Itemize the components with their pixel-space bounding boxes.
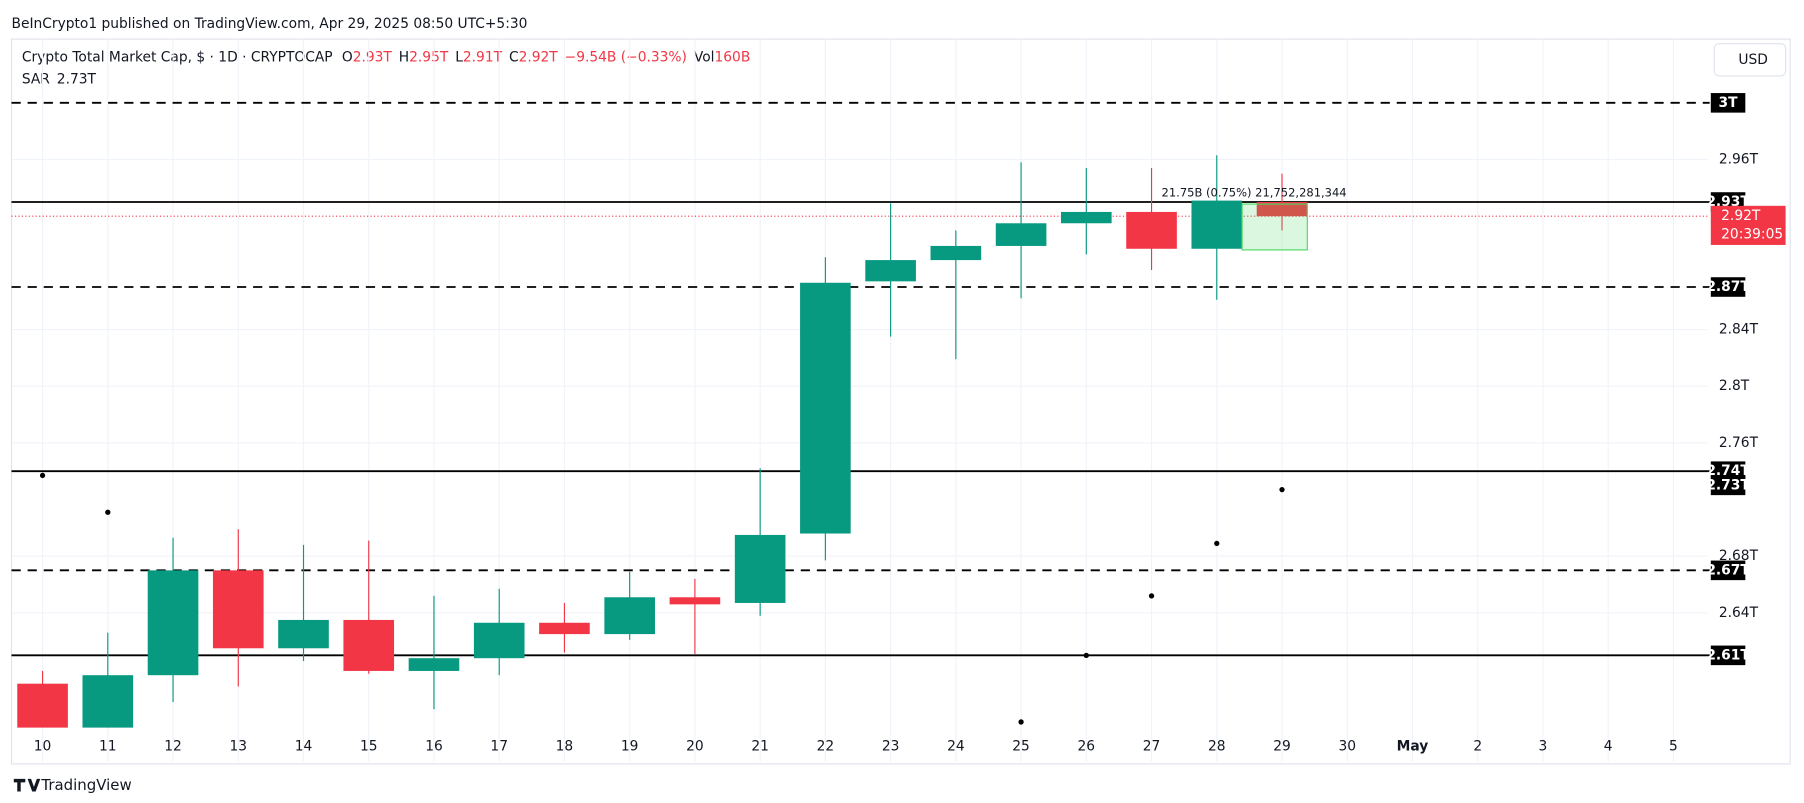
candle-body [147, 570, 199, 676]
measure-box [1241, 203, 1308, 251]
x-tick-label: 3 [1539, 739, 1548, 755]
x-tick-label: 23 [882, 739, 900, 755]
currency-button[interactable] [1713, 43, 1787, 77]
candle-body [17, 683, 68, 728]
candle-body [408, 658, 460, 671]
y-tick-label: 2.64T [1719, 605, 1759, 621]
indicator-value: 2.73T [57, 71, 97, 87]
sar-label-box [1710, 475, 1746, 496]
brand-logo [13, 778, 41, 792]
candle-body [995, 223, 1047, 246]
sar-dot [1148, 593, 1155, 599]
brand: TradingView [40, 776, 131, 794]
ohlc-key: L [455, 49, 463, 65]
y-tick-label: 2.68T [1719, 548, 1759, 564]
last-price-box [1710, 205, 1786, 245]
level-label: 3T [1719, 95, 1739, 111]
x-tick-label: 5 [1669, 739, 1678, 755]
volume-key: Vol [694, 49, 715, 65]
x-tick-label: 29 [1273, 739, 1291, 755]
volume: 160B [715, 49, 751, 65]
x-tick-label: 10 [34, 739, 52, 755]
candle-body [539, 622, 590, 635]
x-tick-label: 28 [1208, 739, 1226, 755]
x-tick-label: 20 [686, 739, 704, 755]
x-tick-label: 4 [1604, 739, 1613, 755]
x-tick-label: 26 [1078, 739, 1096, 755]
x-tick-label: 25 [1012, 739, 1030, 755]
candle-body [278, 619, 329, 649]
candle-body [1061, 211, 1112, 224]
y-tick-label: 2.84T [1719, 322, 1759, 338]
indicator-name: SAR [22, 71, 50, 87]
candle-body [669, 597, 721, 605]
candle-body [1256, 202, 1308, 217]
last-price-label: 2.92T [1721, 208, 1761, 224]
ohlc-key: O [342, 49, 353, 65]
change: −9.54B (−0.33%) [565, 49, 687, 65]
sar-dot [39, 472, 46, 479]
title: Crypto Total Market Cap, $ · 1D · CRYPTO… [22, 49, 333, 65]
sar-dot [1214, 540, 1220, 547]
level-label: 2.74T [1706, 463, 1750, 479]
x-tick-label: 11 [99, 739, 117, 755]
x-tick-label: May [1397, 739, 1429, 755]
y-tick-label: 2.8T [1719, 378, 1750, 394]
ohlc-value: 2.92T [519, 49, 559, 65]
countdown: 20:39:05 [1721, 227, 1783, 243]
level-label-box [1710, 93, 1746, 113]
x-tick-label: 21 [751, 739, 769, 755]
ohlc-value: 2.93T [353, 49, 393, 65]
x-tick-label: 2 [1473, 739, 1482, 755]
sar-label: 2.73T [1706, 477, 1750, 493]
candle-body [930, 245, 982, 261]
level-label: 2.67T [1706, 562, 1750, 578]
candle-body [1126, 211, 1177, 249]
frame [10, 38, 1791, 765]
candle-body [800, 282, 851, 534]
x-tick-label: 14 [295, 739, 313, 755]
x-tick-label: 24 [947, 739, 965, 755]
x-tick-label: 15 [360, 739, 378, 755]
ohlc-key: H [399, 49, 409, 65]
candle-body [734, 534, 786, 603]
level-label: 2.87T [1706, 279, 1750, 295]
x-tick-label: 19 [621, 739, 639, 755]
x-tick-label: 27 [1143, 739, 1161, 755]
x-tick-label: 16 [425, 739, 443, 755]
x-tick-label: 12 [164, 739, 182, 755]
sar-dot [1279, 486, 1285, 493]
sar-dot [105, 509, 111, 515]
candle-body [473, 622, 525, 659]
ohlc-value: 2.95T [409, 49, 449, 65]
y-tick-label: 2.76T [1719, 435, 1759, 451]
measure-label: 21.75B (0.75%) 21,752,281,344 [1162, 186, 1347, 200]
x-tick-label: 13 [229, 739, 247, 755]
sar-dot [1018, 719, 1024, 725]
ohlc-key: C [509, 49, 519, 65]
candle-body [865, 260, 916, 282]
x-tick-label: 17 [490, 739, 508, 755]
candle-body [1191, 200, 1243, 249]
candle-body [82, 675, 134, 728]
level-label: 2.61T [1706, 647, 1750, 663]
candle-body [604, 597, 655, 635]
ohlc-value: 2.91T [463, 49, 503, 65]
level-label-box [1710, 277, 1746, 297]
indicator-legend: SAR 2.73T [22, 71, 97, 87]
sar-dot [1083, 652, 1089, 659]
x-tick-label: 18 [556, 739, 574, 755]
x-tick-label: 22 [817, 739, 835, 755]
candle-body [212, 570, 264, 649]
level-label-box [1710, 645, 1746, 666]
y-tick-label: 2.96T [1719, 152, 1759, 168]
attribution: BeInCrypto1 published on TradingView.com… [12, 16, 528, 32]
x-tick-label: 30 [1338, 739, 1356, 755]
chart-title: Crypto Total Market Cap, $ · 1D · CRYPTO… [22, 49, 750, 65]
level-label-box [1710, 560, 1746, 581]
candle-body [343, 619, 395, 671]
currency[interactable]: USD [1738, 52, 1767, 68]
